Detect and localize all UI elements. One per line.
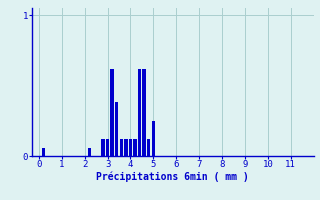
Bar <box>101 139 105 156</box>
Bar <box>120 139 123 156</box>
Bar <box>42 148 45 156</box>
Bar <box>110 69 114 156</box>
Bar <box>138 69 141 156</box>
Bar <box>133 139 137 156</box>
Bar <box>147 139 150 156</box>
Bar <box>124 139 128 156</box>
Bar <box>87 148 91 156</box>
Bar <box>142 69 146 156</box>
Bar <box>129 139 132 156</box>
Bar <box>106 139 109 156</box>
Bar <box>115 102 118 156</box>
Bar <box>152 121 155 156</box>
X-axis label: Précipitations 6min ( mm ): Précipitations 6min ( mm ) <box>96 172 249 182</box>
